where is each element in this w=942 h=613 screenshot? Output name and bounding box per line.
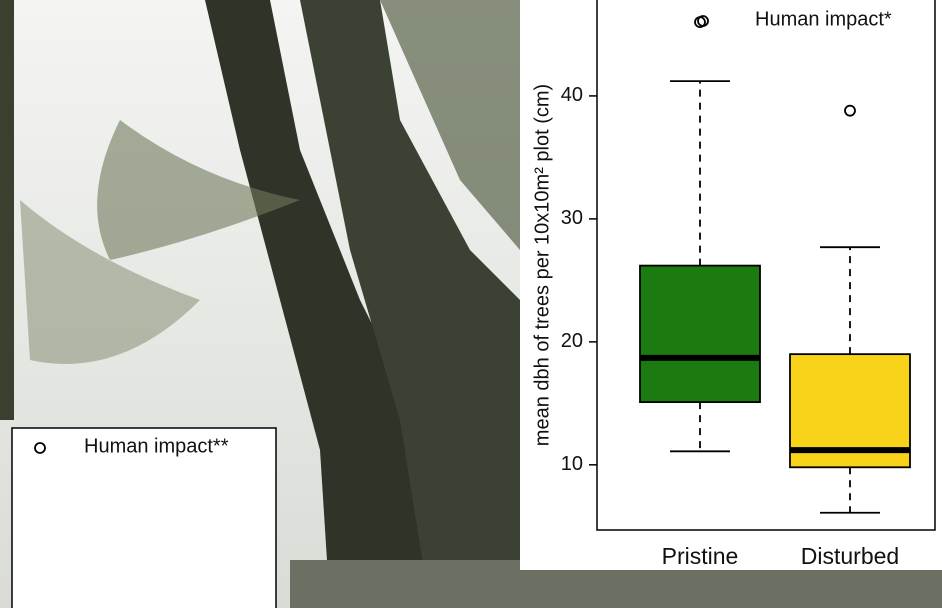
partial-legend: Human impact** — [11, 427, 277, 613]
y-tick-label: 40 — [561, 84, 583, 106]
x-tick-label: Pristine — [662, 543, 739, 569]
legend-symbol — [697, 15, 709, 27]
legend-label: Human impact** — [84, 435, 229, 457]
outlier — [844, 104, 856, 117]
box — [639, 264, 761, 404]
y-tick-label: 10 — [561, 453, 583, 475]
y-tick-label: 30 — [561, 207, 583, 229]
y-axis-label: mean dbh of trees per 10x10m² plot (cm) — [531, 84, 553, 446]
y-tick-label: 20 — [561, 330, 583, 352]
x-tick-label: Disturbed — [801, 543, 899, 569]
plot: 10 20 30 40 Pristine Disturbed Human impact* — [561, 8, 911, 569]
legend-label: Human impact* — [755, 8, 892, 30]
plot-frame — [596, 0, 936, 531]
